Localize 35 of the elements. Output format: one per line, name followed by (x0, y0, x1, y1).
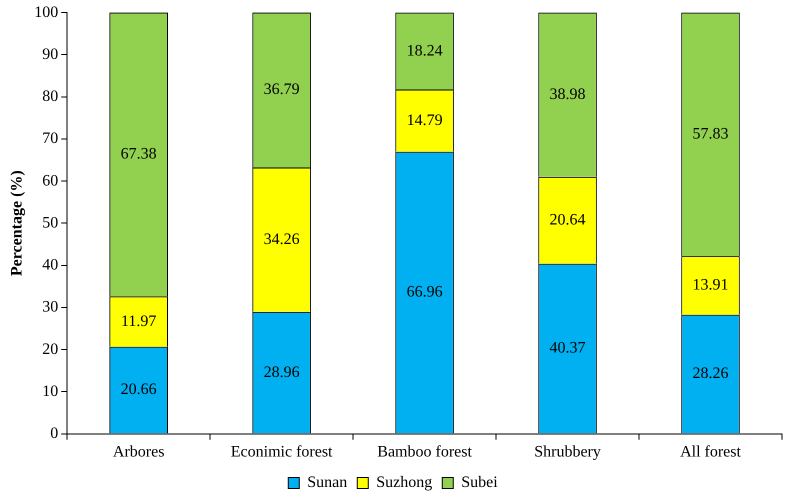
y-tick-label: 40 (42, 256, 58, 274)
data-label: 40.37 (550, 340, 586, 357)
legend-label: Suzhong (376, 474, 432, 492)
data-label: 38.98 (550, 86, 586, 103)
y-tick-label: 10 (42, 382, 58, 400)
y-tick-label: 50 (42, 214, 58, 232)
data-label: 11.97 (120, 312, 156, 330)
y-tick-label: 60 (42, 172, 58, 190)
data-label: 28.26 (692, 365, 729, 382)
data-label: 14.79 (406, 112, 443, 129)
y-tick-label: 0 (50, 425, 58, 442)
data-label: 67.38 (120, 146, 157, 163)
y-tick-label: 80 (42, 88, 58, 106)
data-label: 20.64 (550, 211, 586, 228)
y-tick-label: 20 (42, 340, 58, 358)
data-label: 34.26 (264, 230, 300, 248)
x-tick-label: Bamboo forest (377, 444, 472, 461)
data-label: 13.91 (692, 276, 729, 294)
legend-label: Sunan (307, 474, 348, 492)
y-axis-title: Percentage (%) (8, 170, 26, 276)
data-label: 18.24 (406, 42, 443, 60)
data-label: 57.83 (692, 126, 729, 143)
y-tick-label: 90 (42, 46, 58, 63)
y-tick-label: 100 (34, 4, 58, 21)
y-tick-label: 30 (42, 298, 58, 316)
legend-label: Subei (461, 474, 498, 492)
x-tick-label: All forest (680, 444, 742, 461)
x-tick-label: Shrubbery (534, 444, 601, 461)
data-label: 66.96 (406, 284, 443, 301)
data-label: 36.79 (264, 81, 300, 98)
y-tick-label: 70 (42, 130, 58, 148)
data-label: 28.96 (264, 364, 300, 381)
x-tick-label: Arbores (112, 444, 164, 461)
x-tick-label: Econimic forest (230, 444, 334, 461)
data-label: 20.66 (120, 381, 157, 398)
